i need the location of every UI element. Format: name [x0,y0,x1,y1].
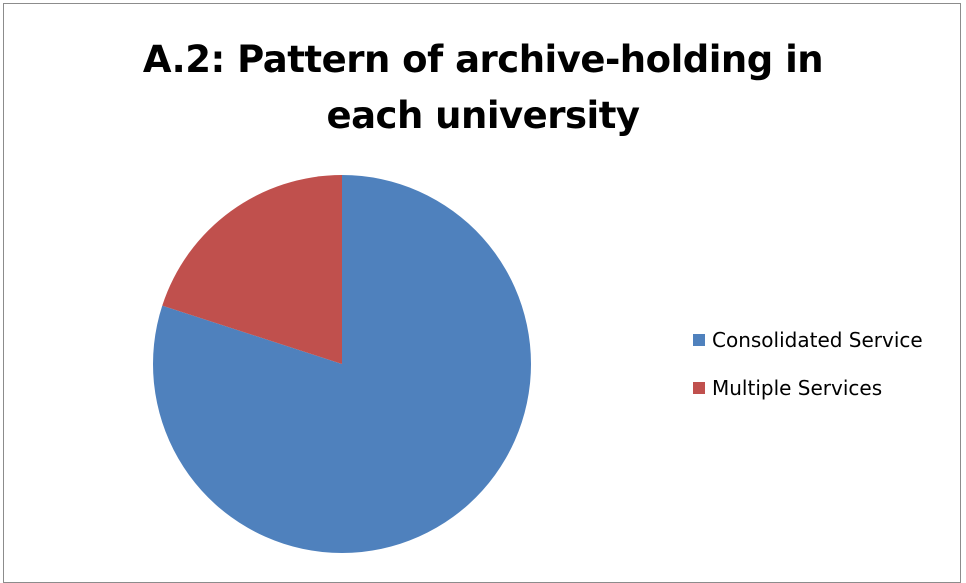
chart-legend: Consolidated Service Multiple Services [693,326,923,422]
legend-swatch-multiple-services [693,382,705,394]
chart-title-line-2: each university [326,94,640,137]
legend-label-consolidated-service: Consolidated Service [712,328,923,352]
pie-slice-consolidated-service [153,175,532,553]
legend-item-consolidated-service: Consolidated Service [693,326,923,354]
pie-slice-multiple-services [162,175,342,364]
chart-title-line-1: A.2: Pattern of archive-holding in [142,38,824,81]
chart-title: A.2: Pattern of archive-holding in each … [0,32,966,144]
legend-label-multiple-services: Multiple Services [712,376,883,400]
legend-item-multiple-services: Multiple Services [693,374,923,402]
legend-swatch-consolidated-service [693,334,705,346]
